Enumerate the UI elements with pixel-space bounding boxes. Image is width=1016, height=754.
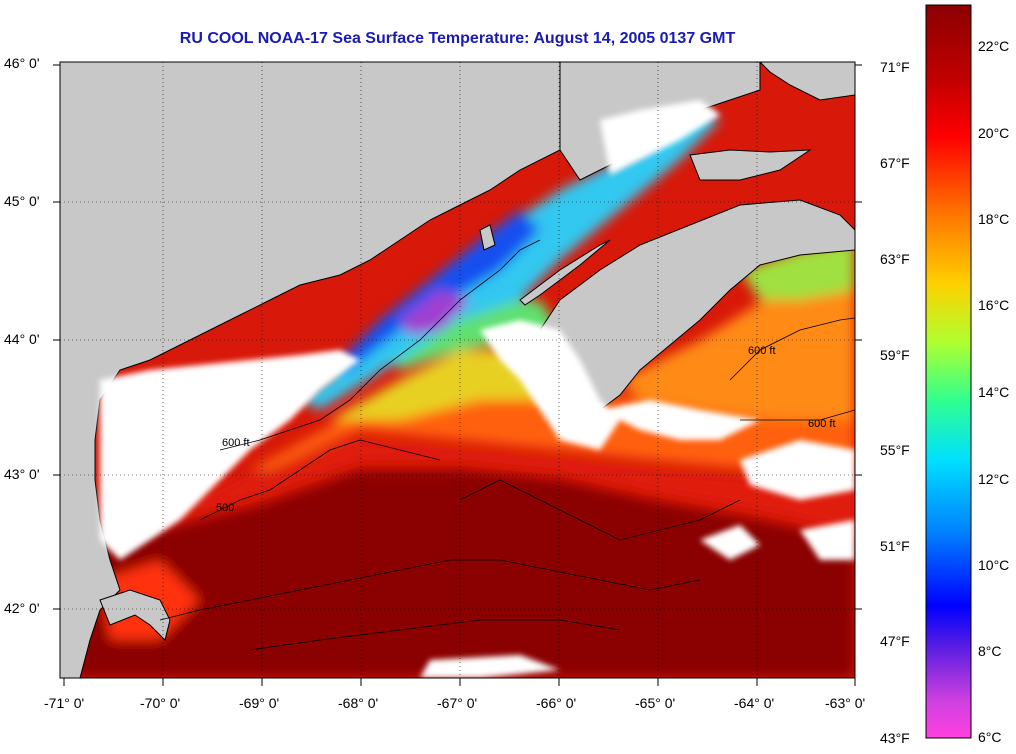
- cb-c-6: 6°C: [978, 729, 1002, 745]
- contour-line-6: [740, 409, 855, 421]
- prince-edward-east: [759, 62, 855, 101]
- colorbar-gradient: [925, 4, 972, 739]
- bathymetry-contours: [159, 239, 855, 651]
- cloud-central: [480, 320, 620, 450]
- green-east: [740, 240, 855, 300]
- cb-f-71: 71°F: [880, 59, 910, 75]
- lon-label-68: -68° 0': [338, 695, 379, 711]
- cb-f-51: 51°F: [880, 538, 910, 554]
- lat-label-43: 43° 0': [4, 466, 40, 482]
- cloud-gulf-of-maine: [100, 350, 360, 560]
- lon-label-67: -67° 0': [437, 695, 478, 711]
- tick-marks: [53, 64, 862, 686]
- lon-label-70: -70° 0': [140, 695, 181, 711]
- lon-label-63: -63° 0': [825, 695, 866, 711]
- cb-c-18: 18°C: [978, 211, 1010, 227]
- cloud-nova-scotia-shore: [600, 400, 760, 440]
- contour-label-1: 600 ft: [222, 437, 250, 449]
- contour-label-4: 600 ft: [808, 418, 836, 430]
- contour-label-3: 600 ft: [748, 345, 776, 357]
- cb-f-55: 55°F: [880, 442, 910, 458]
- map-frame: [59, 61, 856, 679]
- land-masses: [60, 62, 855, 678]
- grand-manan: [479, 224, 496, 251]
- graticule: [60, 62, 855, 678]
- contour-line-4: [249, 619, 621, 651]
- green-water: [380, 300, 560, 370]
- contour-label-2: 500: [216, 502, 235, 514]
- contour-line-7: [459, 479, 741, 541]
- lon-label-66: -66° 0': [536, 695, 577, 711]
- contour-line-1: [219, 239, 541, 451]
- lon-label-65: -65° 0': [635, 695, 676, 711]
- cape-breton-strip: [689, 149, 812, 181]
- purple-patch: [400, 290, 470, 335]
- lat-label-45: 45° 0': [4, 193, 40, 209]
- cb-f-59: 59°F: [880, 347, 910, 363]
- cloud-east-1: [740, 440, 855, 500]
- cape-cod: [99, 589, 171, 641]
- cb-f-67: 67°F: [880, 155, 910, 171]
- contour-line-5: [729, 317, 855, 381]
- contour-line-3: [159, 559, 701, 621]
- lon-label-71: -71° 0': [44, 695, 85, 711]
- cloud-south: [420, 655, 560, 678]
- map-title: RU COOL NOAA-17 Sea Surface Temperature:…: [179, 30, 736, 47]
- cloud-cover: [100, 100, 855, 678]
- blue-water: [330, 210, 540, 370]
- cloud-east-2: [700, 525, 760, 560]
- cb-c-22: 22°C: [978, 38, 1010, 54]
- red-water: [160, 440, 855, 530]
- deep-warm-water: [60, 470, 855, 678]
- lon-label-69: -69° 0': [239, 695, 280, 711]
- cb-f-43: 43°F: [880, 730, 910, 746]
- cb-f-63: 63°F: [880, 251, 910, 267]
- cb-c-14: 14°C: [978, 384, 1010, 400]
- cloud-east-3: [800, 520, 855, 560]
- digby-neck: [519, 239, 611, 306]
- cb-f-47: 47°F: [880, 633, 910, 649]
- lat-label-44: 44° 0': [4, 331, 40, 347]
- cb-c-10: 10°C: [978, 557, 1010, 573]
- lat-label-46: 46° 0': [4, 55, 40, 71]
- cb-c-16: 16°C: [978, 297, 1010, 313]
- cb-c-8: 8°C: [978, 643, 1002, 659]
- contour-line-2: [199, 439, 441, 521]
- cb-c-20: 20°C: [978, 125, 1010, 141]
- cb-c-12: 12°C: [978, 471, 1010, 487]
- lon-label-64: -64° 0': [734, 695, 775, 711]
- cloud-bay-of-fundy: [600, 100, 720, 175]
- lat-label-42: 42° 0': [4, 600, 40, 616]
